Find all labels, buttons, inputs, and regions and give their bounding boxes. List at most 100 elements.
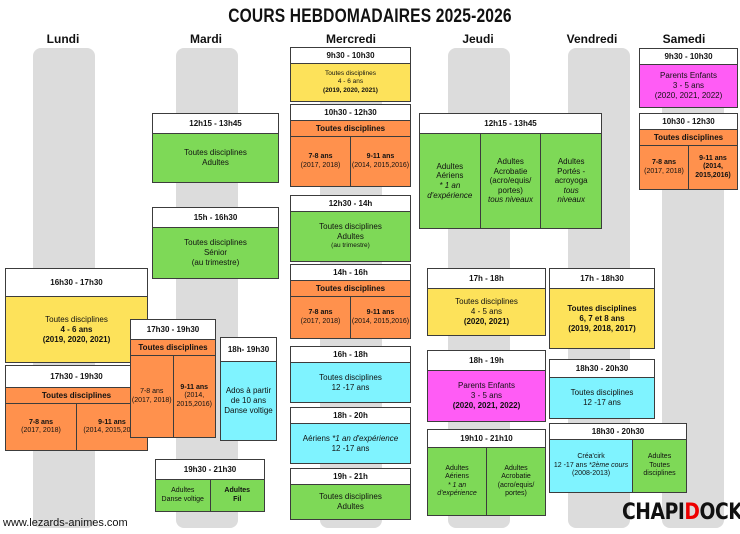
group-label: Adultes (224, 487, 251, 495)
course-card-lundi-1[interactable]: 16h30 - 17h30 Toutes disciplines 4 - 6 a… (5, 268, 148, 363)
course-card-jeudi-1[interactable]: 12h15 - 13h45 Adultes Aériens * 1 an d'e… (419, 113, 602, 229)
course-card-mercredi-5[interactable]: 16h - 18h Toutes disciplines 12 -17 ans (290, 346, 411, 403)
age-group-years: (2017, 2018) (300, 317, 341, 325)
group-requirement: *2ème cours (588, 461, 629, 469)
course-years: (2019, 2018, 2017) (568, 323, 636, 333)
age-group-label: 7-8 ans (308, 153, 333, 161)
course-discipline: Toutes disciplines (567, 303, 637, 313)
group-discipline: Portés - (557, 166, 586, 176)
course-age: 12 -17 ans (331, 443, 370, 453)
group-requirement: * 1 an (439, 181, 461, 190)
age-group-label: 9-11 ans (180, 383, 209, 391)
course-discipline: Toutes disciplines (640, 130, 737, 146)
group-level: tous niveaux (488, 195, 533, 205)
course-card-mardi-2[interactable]: 15h - 16h30 Toutes disciplines Sénior (a… (152, 207, 279, 279)
course-discipline: Toutes disciplines (131, 340, 215, 356)
course-card-vendredi-2[interactable]: 18h30 - 20h30 Toutes disciplines 12 -17 … (549, 359, 655, 419)
course-card-samedi-1[interactable]: 9h30 - 10h30 Parents Enfants 3 - 5 ans (… (639, 48, 738, 108)
group-years: (2008-2013) (571, 470, 611, 478)
course-card-mardi-1[interactable]: 12h15 - 13h45 Toutes disciplines Adultes (152, 113, 279, 183)
group-discipline: Fil (233, 495, 242, 503)
group-discipline: Toutes disciplines (643, 461, 676, 478)
course-card-samedi-2[interactable]: 10h30 - 12h30 Toutes disciplines 7-8 ans… (639, 113, 738, 190)
group-label: Adultes (497, 157, 524, 167)
page-title: COURS HEBDOMADAIRES 2025-2026 (228, 6, 512, 27)
age-group-years: (2014, 2015,2016) (351, 161, 410, 169)
course-time: 19h - 21h (291, 469, 410, 485)
course-time: 18h - 20h (291, 408, 410, 424)
course-note: (au trimestre) (191, 258, 240, 267)
group-requirement: * 1 an (447, 481, 467, 489)
course-discipline: Toutes disciplines (6, 388, 147, 404)
age-group-years: (2017, 2018) (131, 396, 172, 404)
course-card-vendredi-1[interactable]: 17h - 18h30 Toutes disciplines 6, 7 et 8… (549, 268, 655, 349)
age-group-years: (2017, 2018) (300, 161, 341, 169)
course-time: 17h - 18h30 (550, 269, 654, 289)
course-age: 12 -17 ans (583, 398, 621, 407)
course-time: 17h30 - 19h30 (131, 320, 215, 340)
age-group-label: 9-11 ans (699, 154, 727, 162)
course-years: (2020, 2021, 2022) (654, 91, 723, 100)
course-card-mercredi-4[interactable]: 14h - 16h Toutes disciplines 7-8 ans (201… (290, 264, 411, 339)
age-group-label: 9-11 ans (366, 153, 395, 161)
group-level: tous (563, 185, 579, 195)
course-time: 18h30 - 20h30 (550, 424, 686, 440)
group-requirement: d'expérience (437, 489, 477, 497)
group-label: Adultes (557, 157, 585, 167)
course-card-mercredi-3[interactable]: 12h30 - 14h Toutes disciplines Adultes (… (290, 195, 411, 262)
course-years: (2019, 2020, 2021) (323, 86, 378, 94)
day-jeudi: Jeudi (462, 32, 494, 46)
course-card-mercredi-2[interactable]: 10h30 - 12h30 Toutes disciplines 7-8 ans… (290, 104, 411, 187)
course-audience: Adultes (337, 232, 364, 242)
course-years: (2019, 2020, 2021) (42, 334, 111, 344)
group-label: Adultes (647, 453, 672, 461)
day-samedi: Samedi (662, 32, 706, 46)
course-discipline: Toutes disciplines (319, 222, 382, 232)
group-discipline: Aériens (436, 171, 464, 181)
course-time: 16h30 - 17h30 (6, 269, 147, 297)
course-audience: de 10 ans (230, 396, 267, 405)
day-vendredi: Vendredi (566, 32, 618, 46)
course-time: 19h30 - 21h30 (156, 460, 264, 480)
course-discipline: Toutes disciplines (319, 372, 382, 382)
group-detail: (acro/equis/ (489, 176, 532, 186)
group-discipline: acroyoga (554, 176, 588, 186)
age-group-years: (2014, 2015,2016) (695, 163, 731, 179)
age-group-label: 7-8 ans (651, 159, 677, 167)
course-discipline: Toutes disciplines (455, 297, 518, 306)
course-discipline: Toutes disciplines (184, 238, 247, 247)
course-time: 10h30 - 12h30 (291, 105, 410, 121)
course-years: (2020, 2021, 2022) (452, 401, 521, 410)
group-discipline: Aériens (445, 473, 469, 481)
course-card-lundi-2[interactable]: 17h30 - 19h30 Toutes disciplines 7-8 ans… (5, 365, 148, 451)
day-mercredi: Mercredi (325, 32, 377, 46)
group-detail: portes) (498, 185, 523, 195)
course-audience: Sénior (203, 248, 228, 257)
chapidock-logo: CHAPIDOCK (622, 500, 740, 525)
course-card-mardi-5[interactable]: 19h30 - 21h30 Adultes Danse voltige Adult… (155, 459, 265, 512)
course-age: 12 -17 ans (331, 382, 370, 392)
course-note: (au trimestre) (331, 242, 370, 250)
website-link[interactable]: www.lezards-animes.com (3, 517, 128, 529)
course-card-mercredi-1[interactable]: 9h30 - 10h30 Toutes disciplines 4 - 6 an… (290, 47, 411, 102)
course-card-jeudi-4[interactable]: 19h10 - 21h10 Adultes Aériens * 1 an d'e… (427, 429, 546, 516)
course-time: 12h30 - 14h (291, 196, 410, 212)
course-time: 12h15 - 13h45 (420, 114, 601, 134)
course-card-mardi-3[interactable]: 17h30 - 19h30 Toutes disciplines 7-8 ans… (130, 319, 216, 438)
course-time: 17h - 18h (428, 269, 545, 289)
group-detail: portes) (505, 489, 527, 497)
course-card-vendredi-3[interactable]: 18h30 - 20h30 Créa'cirk 12 -17 ans *2ème… (549, 423, 687, 493)
course-card-mercredi-6[interactable]: 18h - 20h Aériens *1 an d'expérience 12 … (290, 407, 411, 464)
course-time: 15h - 16h30 (153, 208, 278, 228)
course-audience: Adultes (337, 502, 364, 511)
day-lundi: Lundi (46, 32, 80, 46)
course-card-mardi-4[interactable]: 18h- 19h30 Ados à partir de 10 ans Danse… (220, 337, 277, 441)
age-group-years: (2017, 2018) (644, 167, 684, 175)
age-group-years: (2014, 2015,2016) (176, 392, 212, 408)
course-card-mercredi-7[interactable]: 19h - 21h Toutes disciplines Adultes (290, 468, 411, 520)
course-discipline: Toutes disciplines (570, 388, 634, 397)
course-years: (2020, 2021) (463, 317, 510, 326)
course-card-jeudi-2[interactable]: 17h - 18h Toutes disciplines 4 - 5 ans (… (427, 268, 546, 336)
course-discipline: Danse voltige (224, 406, 273, 415)
course-card-jeudi-3[interactable]: 18h - 19h Parents Enfants 3 - 5 ans (202… (427, 350, 546, 422)
